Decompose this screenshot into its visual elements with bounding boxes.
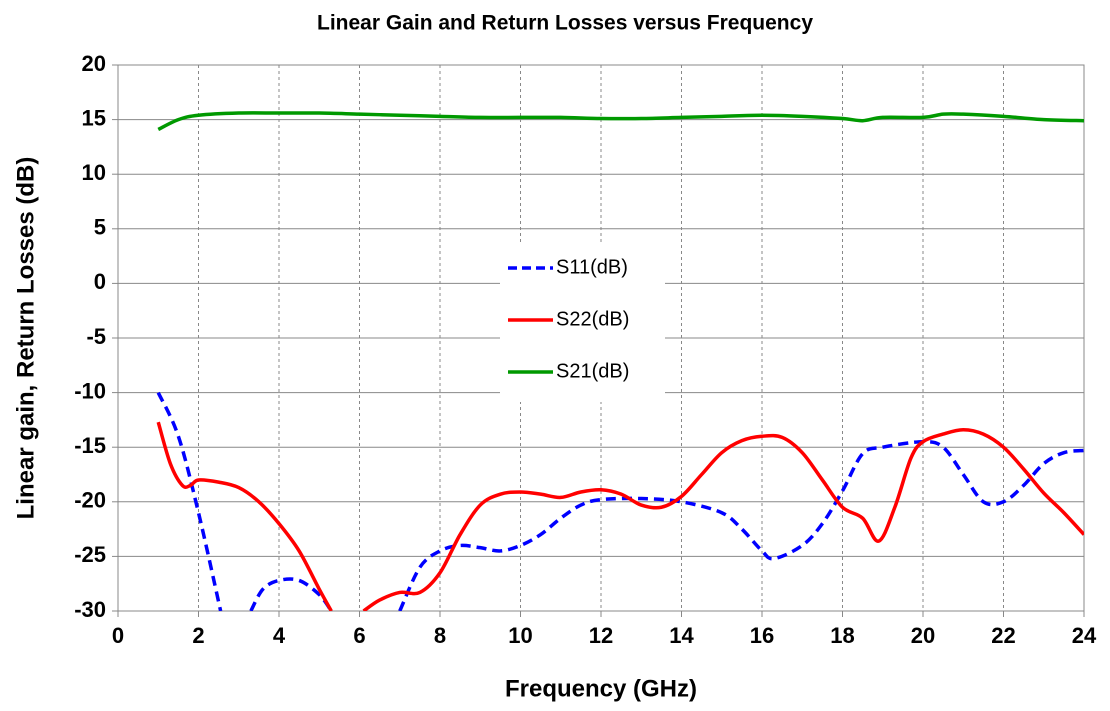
y-tick-label: -25	[74, 542, 106, 567]
x-tick-label: 22	[991, 623, 1015, 648]
x-tick-label: 2	[192, 623, 204, 648]
x-tick-label: 0	[112, 623, 124, 648]
x-tick-label: 12	[589, 623, 613, 648]
x-tick-label: 6	[353, 623, 365, 648]
plot-border	[117, 64, 1085, 612]
x-tick-label: 8	[434, 623, 446, 648]
x-tick-label: 4	[273, 623, 286, 648]
y-tick-label: -20	[74, 488, 106, 513]
x-tick-label: 14	[669, 623, 694, 648]
legend-label: S22(dB)	[556, 308, 629, 330]
data-line	[249, 577, 333, 611]
y-tick-label: 15	[82, 105, 106, 130]
legend-label: S21(dB)	[556, 360, 629, 382]
y-tick-label: 20	[82, 51, 106, 76]
x-tick-label: 16	[750, 623, 774, 648]
y-tick-label: 0	[94, 269, 106, 294]
data-line	[398, 439, 1084, 611]
chart-title: Linear Gain and Return Losses versus Fre…	[317, 12, 813, 35]
y-tick-label: -15	[74, 433, 106, 458]
legend-box	[500, 244, 665, 402]
x-tick-label: 18	[830, 623, 854, 648]
y-tick-label: 5	[94, 215, 106, 240]
data-line	[157, 111, 1084, 132]
y-tick-label: -5	[86, 324, 106, 349]
y-tick-label: 10	[82, 160, 106, 185]
x-tick-label: 20	[911, 623, 935, 648]
y-tick-label: -30	[74, 597, 106, 622]
y-tick-label: -10	[74, 378, 106, 403]
series	[156, 421, 1084, 611]
x-tick-label: 24	[1072, 623, 1097, 648]
data-line	[362, 427, 1084, 611]
x-axis-title: Frequency (GHz)	[505, 675, 697, 702]
series	[157, 111, 1084, 132]
x-tick-label: 10	[508, 623, 532, 648]
y-axis-title: Linear gain, Return Losses (dB)	[12, 157, 39, 520]
data-line	[156, 421, 333, 611]
legend-label: S11(dB)	[556, 256, 628, 278]
